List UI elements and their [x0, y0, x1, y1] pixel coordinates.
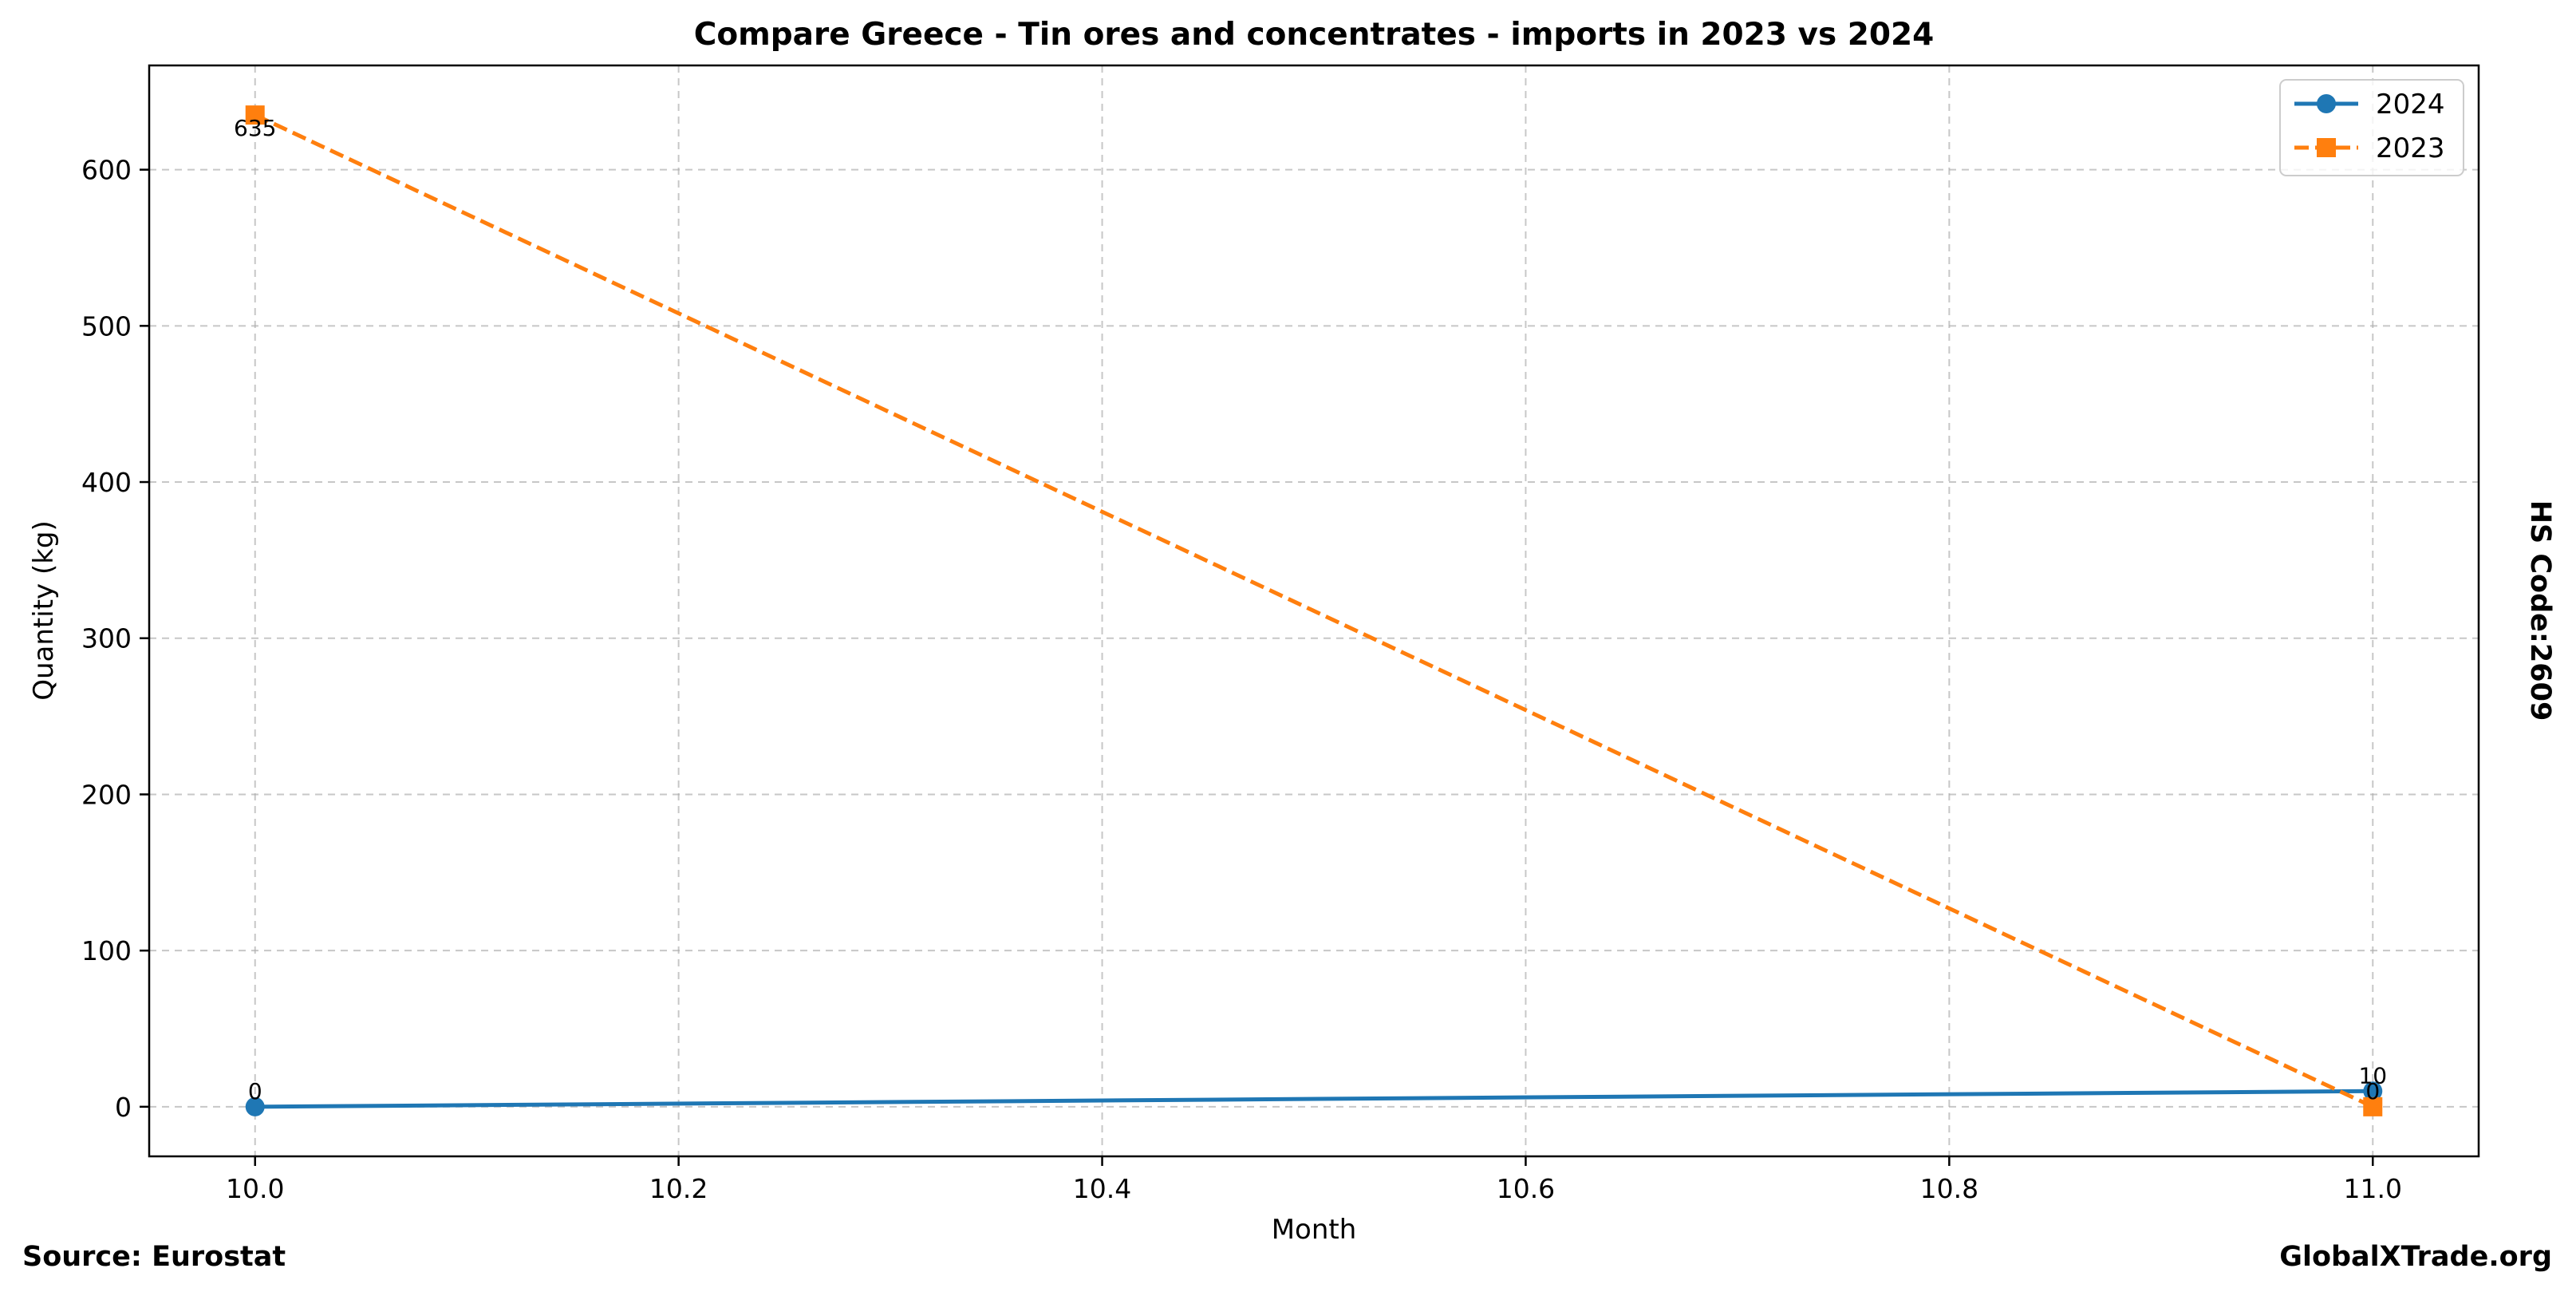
y-tick-label-5: 500: [81, 310, 132, 342]
series-line-2024: [254, 1089, 2373, 1109]
legend: 2024 2023: [2279, 79, 2464, 176]
legend-marker-2024: [2317, 94, 2336, 113]
point-2024-0: [245, 1096, 265, 1116]
x-tick-label-2: 10.4: [1073, 1173, 1131, 1204]
point-2024-1: [2363, 1081, 2383, 1101]
hs-code-label: HS Code:2609: [2524, 500, 2556, 721]
y-axis-label: Quantity (kg): [28, 520, 60, 701]
legend-label-2023: 2023: [2376, 132, 2445, 164]
data-label-2024-0: 0: [248, 1078, 262, 1104]
x-tick-label-0: 10.0: [226, 1173, 284, 1204]
y-tick-label-1: 100: [81, 935, 132, 966]
y-axis: 0 100 200 300 400 500 600: [81, 155, 149, 1123]
data-label-2024-1: 10: [2358, 1062, 2387, 1089]
y-tick-label-3: 300: [81, 623, 132, 654]
data-label-2023-1: 0: [2365, 1078, 2380, 1104]
x-axis: 10.0 10.2 10.4 10.6 10.8 11.0: [226, 1156, 2402, 1204]
series-lines: [254, 113, 2374, 1109]
x-tick-label-5: 11.0: [2344, 1173, 2402, 1204]
y-tick-label-0: 0: [115, 1092, 132, 1123]
y-tick-label-4: 400: [81, 467, 132, 498]
x-axis-label: Month: [1272, 1214, 1357, 1246]
brand-label: GlobalXTrade.org: [2279, 1241, 2552, 1273]
series-line-2023: [254, 113, 2374, 1109]
point-2023-0: [245, 105, 265, 125]
x-tick-label-3: 10.6: [1497, 1173, 1555, 1204]
series-markers: [245, 105, 2383, 1116]
x-tick-label-1: 10.2: [649, 1173, 708, 1204]
data-label-2023-0: 635: [234, 115, 276, 141]
y-tick-label-6: 600: [81, 155, 132, 186]
source-note: Source: Eurostat: [22, 1241, 286, 1273]
legend-marker-2023: [2317, 138, 2336, 157]
legend-label-2024: 2024: [2376, 89, 2445, 121]
grid: [149, 65, 2479, 1156]
chart-title: Compare Greece - Tin ores and concentrat…: [694, 17, 1935, 53]
plot-frame: [148, 64, 2480, 1158]
point-2023-1: [2363, 1096, 2383, 1116]
x-tick-label-4: 10.8: [1920, 1173, 1978, 1204]
y-tick-label-2: 200: [81, 779, 132, 810]
